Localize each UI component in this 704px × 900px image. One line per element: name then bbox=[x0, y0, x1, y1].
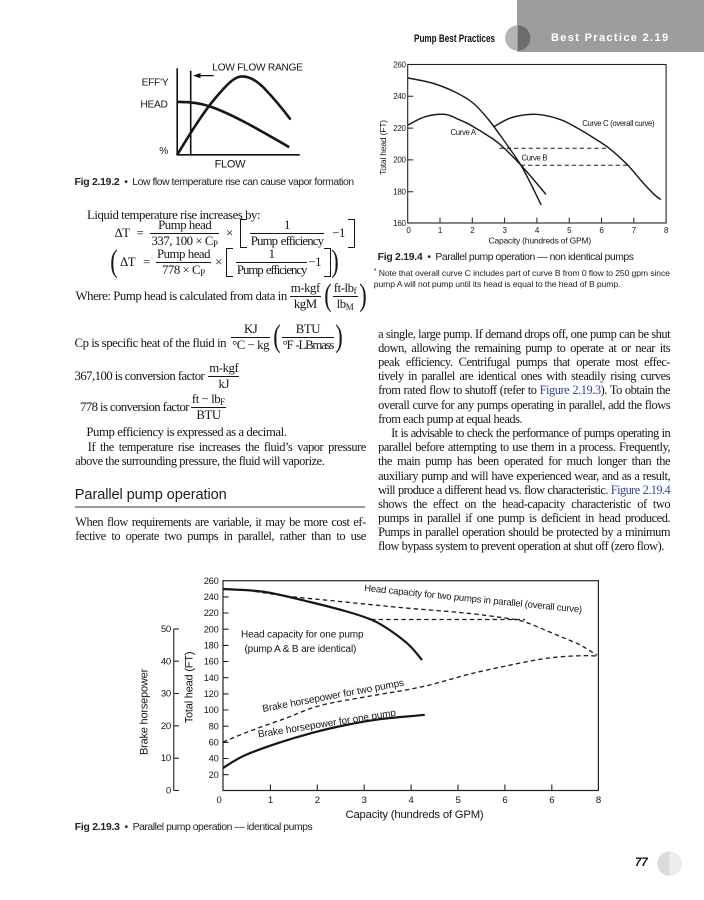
svg-text:5: 5 bbox=[455, 795, 460, 806]
svg-text:20: 20 bbox=[161, 721, 171, 732]
svg-text:0: 0 bbox=[166, 786, 171, 797]
svg-text:Head capacity for one pump: Head capacity for one pump bbox=[241, 630, 364, 641]
svg-text:240: 240 bbox=[204, 592, 219, 602]
svg-text:FLOW: FLOW bbox=[215, 159, 246, 171]
svg-text:1: 1 bbox=[268, 795, 273, 806]
svg-text:Total head (FT): Total head (FT) bbox=[184, 652, 196, 724]
svg-text:Total head (FT): Total head (FT) bbox=[378, 120, 388, 175]
svg-text:Curve B: Curve B bbox=[522, 154, 548, 163]
svg-text:2: 2 bbox=[315, 795, 320, 806]
svg-text:8: 8 bbox=[596, 795, 601, 806]
svg-text:30: 30 bbox=[161, 689, 171, 700]
svg-text:50: 50 bbox=[161, 624, 171, 635]
svg-text:220: 220 bbox=[393, 124, 406, 133]
svg-text:0: 0 bbox=[406, 226, 411, 235]
svg-text:5: 5 bbox=[567, 226, 572, 235]
svg-text:(pump A & B are identical): (pump A & B are identical) bbox=[245, 644, 357, 655]
svg-text:Curve C (overall curve): Curve C (overall curve) bbox=[582, 119, 655, 128]
svg-text:Brake horsepower: Brake horsepower bbox=[139, 668, 151, 755]
svg-text:1: 1 bbox=[438, 226, 443, 235]
svg-text:220: 220 bbox=[204, 608, 219, 618]
svg-text:8: 8 bbox=[664, 226, 669, 235]
svg-text:Curve A: Curve A bbox=[451, 128, 477, 137]
svg-text:6: 6 bbox=[549, 795, 554, 806]
svg-text:6: 6 bbox=[599, 226, 604, 235]
svg-text:80: 80 bbox=[209, 721, 219, 731]
svg-text:40: 40 bbox=[209, 754, 219, 764]
svg-text:260: 260 bbox=[204, 576, 219, 586]
svg-text:0: 0 bbox=[216, 795, 221, 806]
svg-text:60: 60 bbox=[209, 738, 219, 748]
svg-text:180: 180 bbox=[204, 641, 219, 651]
svg-text:HEAD: HEAD bbox=[140, 99, 167, 110]
svg-text:160: 160 bbox=[204, 657, 219, 667]
svg-text:140: 140 bbox=[204, 673, 219, 683]
svg-text:4: 4 bbox=[409, 795, 415, 806]
svg-text:2: 2 bbox=[470, 226, 475, 235]
svg-text:3: 3 bbox=[362, 795, 367, 806]
svg-text:7: 7 bbox=[632, 226, 637, 235]
svg-text:260: 260 bbox=[393, 60, 406, 69]
svg-text:3: 3 bbox=[503, 226, 508, 235]
svg-text:100: 100 bbox=[204, 705, 219, 715]
svg-text:120: 120 bbox=[204, 689, 219, 699]
svg-text:%: % bbox=[159, 146, 168, 157]
svg-text:Capacity (hundreds of GPM): Capacity (hundreds of GPM) bbox=[346, 809, 484, 821]
svg-text:EFF’Y: EFF’Y bbox=[142, 77, 169, 88]
svg-text:LOW FLOW RANGE: LOW FLOW RANGE bbox=[212, 62, 303, 73]
svg-text:160: 160 bbox=[393, 219, 406, 228]
svg-text:180: 180 bbox=[393, 188, 406, 197]
svg-text:Capacity (hundreds of GPM): Capacity (hundreds of GPM) bbox=[489, 236, 592, 246]
svg-text:20: 20 bbox=[209, 770, 219, 780]
svg-text:Brake horsepower for one pump: Brake horsepower for one pump bbox=[257, 708, 397, 741]
svg-text:10: 10 bbox=[161, 753, 171, 764]
svg-text:40: 40 bbox=[161, 656, 171, 667]
svg-text:4: 4 bbox=[535, 226, 540, 235]
svg-text:240: 240 bbox=[393, 92, 406, 101]
svg-text:200: 200 bbox=[204, 624, 219, 634]
svg-text:200: 200 bbox=[393, 156, 406, 165]
svg-text:Head capacity for two pumps in: Head capacity for two pumps in parallel … bbox=[364, 583, 583, 616]
svg-text:6: 6 bbox=[502, 795, 507, 806]
